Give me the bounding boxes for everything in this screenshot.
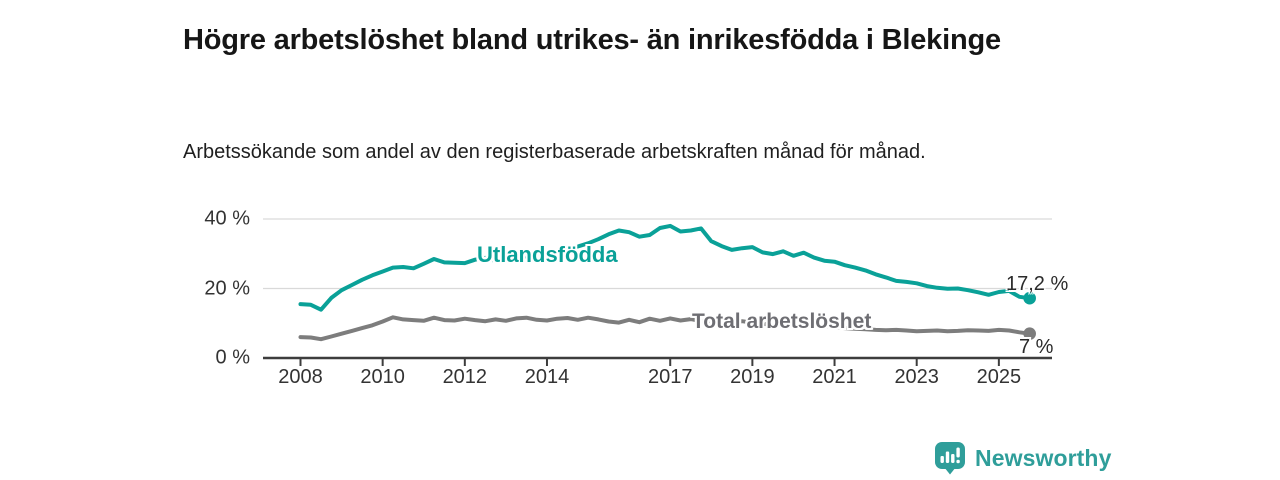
end-value-label-utlandsfodda: 17,2 % bbox=[1006, 273, 1069, 295]
y-tick-label: 40 % bbox=[204, 207, 250, 230]
x-tick-label: 2012 bbox=[442, 366, 488, 388]
end-value-label-total: 7 % bbox=[1019, 336, 1054, 358]
x-tick-label: 2008 bbox=[278, 366, 323, 388]
x-tick-label: 2021 bbox=[812, 366, 857, 388]
series-label-utlandsfodda: Utlandsfödda bbox=[477, 242, 618, 267]
series-line bbox=[298, 223, 1032, 312]
chart-title: Högre arbetslöshet bland utrikes- än inr… bbox=[183, 24, 1001, 57]
y-tick-label: 20 % bbox=[204, 277, 250, 299]
series-line bbox=[298, 315, 1032, 342]
x-tick-label: 2017 bbox=[647, 366, 693, 388]
x-tick-label: 2014 bbox=[524, 366, 570, 388]
bar-chart-speech-bubble-icon bbox=[935, 442, 965, 475]
chart-subtitle: Arbetssökande som andel av den registerb… bbox=[183, 141, 926, 163]
x-tick-label: 2019 bbox=[730, 366, 775, 388]
x-tick-label: 2025 bbox=[976, 366, 1022, 388]
x-tick-label: 2010 bbox=[360, 366, 405, 388]
series-label-total-arbetsloshet: Total arbetslöshet bbox=[692, 310, 872, 333]
brand-name: Newsworthy bbox=[975, 444, 1112, 471]
y-tick-label: 0 % bbox=[215, 346, 250, 369]
x-tick-label: 2023 bbox=[894, 366, 939, 388]
brand-logo-link[interactable]: Newsworthy bbox=[934, 441, 1111, 475]
